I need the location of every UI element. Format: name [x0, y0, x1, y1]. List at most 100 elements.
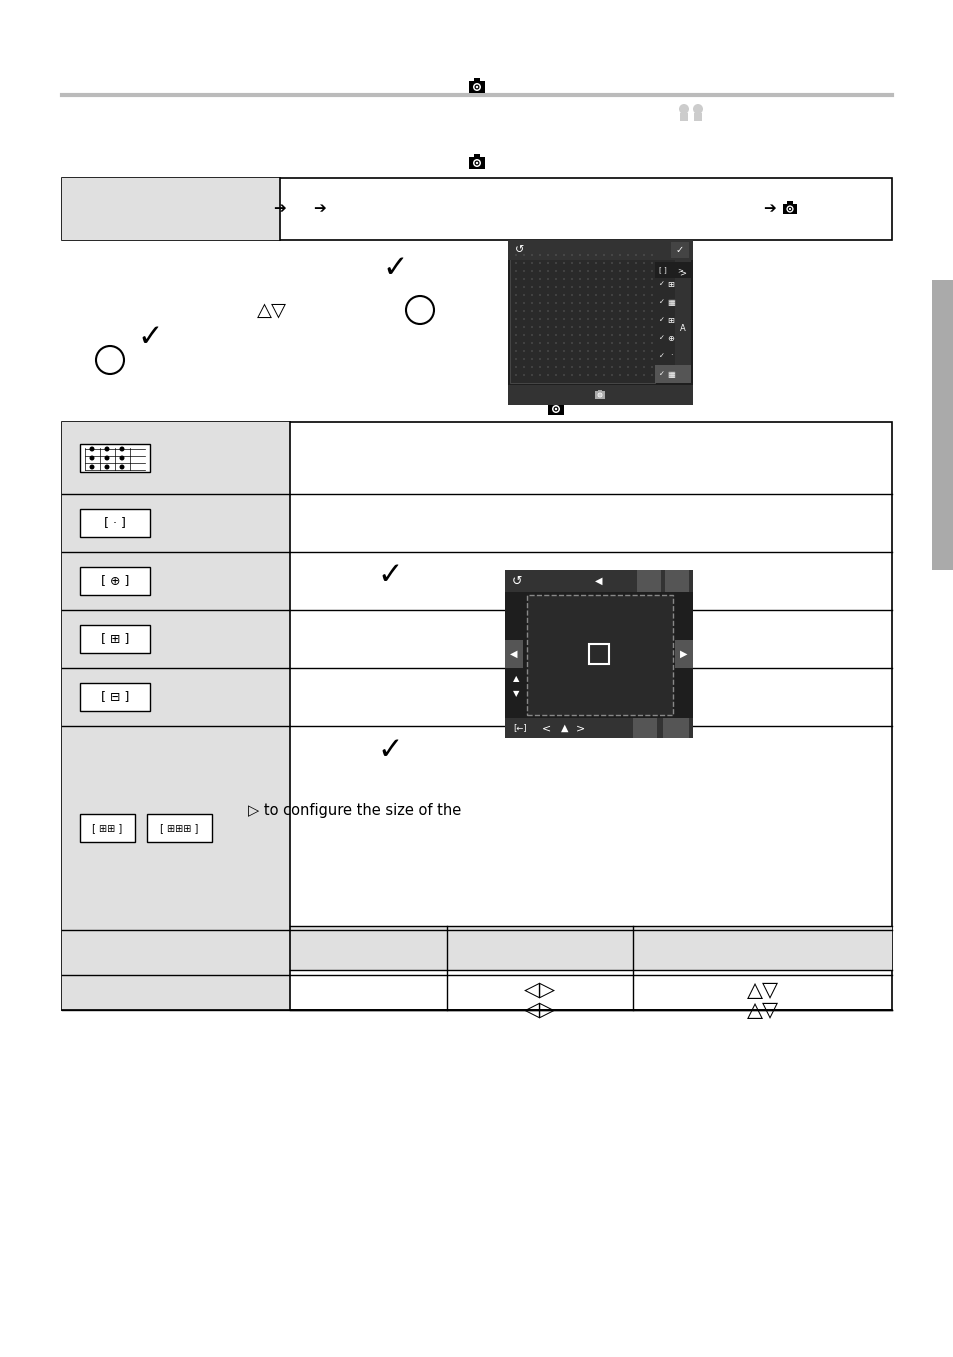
Circle shape: [587, 278, 588, 280]
Bar: [693, 113, 701, 121]
Circle shape: [651, 358, 652, 360]
Circle shape: [523, 294, 524, 296]
Bar: [504, 570, 692, 738]
Circle shape: [531, 350, 532, 351]
Circle shape: [651, 270, 652, 271]
Circle shape: [523, 286, 524, 288]
Circle shape: [578, 303, 580, 304]
Text: >: >: [679, 269, 686, 277]
Text: ✓: ✓: [676, 246, 683, 255]
Circle shape: [523, 342, 524, 343]
Circle shape: [578, 262, 580, 263]
Circle shape: [474, 160, 479, 166]
Circle shape: [476, 161, 477, 164]
Text: [ ⊟ ]: [ ⊟ ]: [101, 691, 129, 703]
Text: △▽: △▽: [745, 980, 778, 1000]
Circle shape: [651, 311, 652, 312]
Circle shape: [571, 303, 572, 304]
Circle shape: [555, 326, 557, 327]
Text: [←]: [←]: [513, 723, 526, 733]
Text: >: >: [677, 267, 682, 273]
Circle shape: [587, 286, 588, 288]
Circle shape: [595, 358, 596, 360]
Circle shape: [611, 350, 612, 351]
Circle shape: [515, 342, 517, 343]
Circle shape: [105, 464, 110, 470]
Circle shape: [515, 278, 517, 280]
Text: ✓: ✓: [382, 254, 407, 282]
Circle shape: [555, 254, 557, 255]
Circle shape: [547, 294, 548, 296]
Circle shape: [618, 375, 620, 376]
Bar: [662, 718, 688, 738]
Circle shape: [515, 254, 517, 255]
Circle shape: [555, 366, 557, 368]
Circle shape: [555, 375, 557, 376]
Circle shape: [642, 334, 644, 335]
Circle shape: [578, 375, 580, 376]
Circle shape: [538, 286, 540, 288]
Circle shape: [476, 85, 477, 88]
Circle shape: [642, 270, 644, 271]
Text: ◀: ◀: [510, 649, 517, 660]
Circle shape: [602, 303, 604, 304]
Circle shape: [627, 350, 628, 351]
Circle shape: [618, 278, 620, 280]
Circle shape: [597, 392, 601, 398]
Circle shape: [571, 286, 572, 288]
Bar: [526, 594, 672, 715]
Circle shape: [562, 270, 564, 271]
Circle shape: [618, 294, 620, 296]
Circle shape: [531, 254, 532, 255]
Circle shape: [642, 278, 644, 280]
Circle shape: [547, 254, 548, 255]
Circle shape: [602, 375, 604, 376]
Circle shape: [595, 270, 596, 271]
Circle shape: [562, 294, 564, 296]
Circle shape: [571, 319, 572, 320]
Circle shape: [547, 366, 548, 368]
Circle shape: [531, 358, 532, 360]
Circle shape: [618, 326, 620, 327]
Circle shape: [555, 262, 557, 263]
Bar: [469, 81, 484, 94]
Circle shape: [562, 286, 564, 288]
Bar: [290, 925, 891, 970]
Circle shape: [555, 270, 557, 271]
Circle shape: [562, 311, 564, 312]
Circle shape: [611, 311, 612, 312]
Circle shape: [538, 294, 540, 296]
Text: OK: OK: [412, 305, 428, 315]
Circle shape: [515, 262, 517, 263]
Circle shape: [571, 278, 572, 280]
Bar: [147, 814, 212, 841]
Circle shape: [611, 270, 612, 271]
Circle shape: [635, 303, 636, 304]
Circle shape: [571, 334, 572, 335]
Text: ▦: ▦: [666, 369, 674, 379]
Text: ➔: ➔: [762, 201, 776, 217]
Circle shape: [515, 319, 517, 320]
Circle shape: [627, 270, 628, 271]
Circle shape: [618, 254, 620, 255]
Circle shape: [611, 342, 612, 343]
Text: ✓: ✓: [137, 323, 163, 351]
Text: ✓: ✓: [659, 318, 664, 323]
Circle shape: [618, 262, 620, 263]
Circle shape: [562, 366, 564, 368]
Circle shape: [595, 342, 596, 343]
Circle shape: [515, 303, 517, 304]
Circle shape: [602, 294, 604, 296]
Circle shape: [602, 326, 604, 327]
Circle shape: [642, 319, 644, 320]
Text: ▲: ▲: [560, 723, 568, 733]
Bar: [80, 626, 150, 653]
Text: △▽: △▽: [256, 300, 287, 319]
Text: ✓: ✓: [659, 370, 664, 377]
Circle shape: [571, 366, 572, 368]
Circle shape: [595, 375, 596, 376]
Circle shape: [547, 319, 548, 320]
Circle shape: [571, 375, 572, 376]
Bar: [670, 242, 688, 258]
Circle shape: [578, 342, 580, 343]
